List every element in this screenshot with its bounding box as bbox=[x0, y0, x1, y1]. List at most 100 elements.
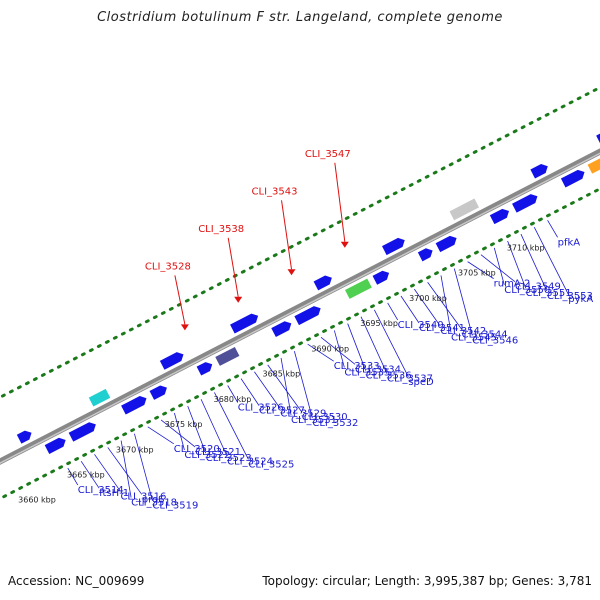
scale-labels: 3660 kbp 3665 kbp 3670 kbp 3675 kbp 3680 kbp… bbox=[18, 243, 544, 504]
gene-arrow bbox=[88, 388, 111, 407]
gene-arrow bbox=[512, 194, 538, 213]
gene-arrow bbox=[449, 198, 480, 221]
label-leader bbox=[480, 254, 516, 283]
gene-arrow-shape bbox=[313, 275, 332, 291]
gene-features bbox=[16, 127, 600, 455]
label-leader bbox=[134, 433, 153, 501]
gene-arrow bbox=[587, 157, 600, 174]
gene-block-shape bbox=[449, 198, 480, 221]
gene-label: CLI_3522 bbox=[184, 450, 230, 461]
gene-arrow bbox=[372, 270, 390, 285]
label-leader bbox=[413, 288, 441, 327]
scale-label: 3675 kbp bbox=[165, 420, 203, 429]
gene-arrow bbox=[159, 352, 184, 370]
gene-label: CLI_3536 bbox=[366, 371, 412, 382]
gene-label: CLI_3549 bbox=[515, 282, 561, 293]
gene-arrow-shape bbox=[530, 164, 548, 179]
backbone-highlight bbox=[0, 152, 600, 464]
highlight-label: CLI_3547 bbox=[305, 149, 351, 160]
scale-label: 3705 kbp bbox=[458, 269, 496, 278]
gene-arrow bbox=[560, 169, 585, 188]
gene-label: CLI_3551 bbox=[526, 288, 572, 299]
accession-text: Accession: NC_009699 bbox=[8, 574, 145, 588]
label-leader bbox=[467, 261, 494, 279]
gene-arrow bbox=[489, 208, 510, 225]
gene-label: CLI_3544 bbox=[462, 329, 508, 340]
gene-arrow-shape bbox=[417, 248, 433, 262]
gene-label: CLI_3529 bbox=[280, 409, 326, 420]
gene-arrow bbox=[196, 362, 213, 376]
gene-arrow-shape bbox=[196, 362, 213, 376]
label-leader bbox=[94, 454, 121, 492]
gene-arrow bbox=[530, 164, 548, 179]
label-leader bbox=[280, 357, 292, 416]
scale-label: 3710 kbp bbox=[507, 243, 545, 252]
gene-arrow-shape bbox=[489, 208, 510, 225]
label-leader bbox=[293, 350, 313, 419]
gene-arrow bbox=[345, 278, 372, 299]
gene-label: CLI_3523 bbox=[206, 453, 252, 464]
label-leader bbox=[120, 440, 132, 498]
gene-label: CLI_3530 bbox=[302, 412, 348, 423]
label-leader bbox=[547, 220, 558, 238]
gene-label: CLI_3532 bbox=[312, 418, 358, 429]
gene-arrow-shape bbox=[159, 352, 184, 370]
gene-label: CLI_3520 bbox=[174, 444, 220, 455]
highlight-leader bbox=[174, 275, 186, 325]
label-leader bbox=[214, 392, 249, 460]
dotted-track-outer bbox=[0, 85, 600, 399]
label-leader bbox=[507, 240, 526, 289]
label-leader bbox=[187, 406, 207, 454]
gene-arrow-shape bbox=[560, 169, 585, 188]
gene-arrow-shape bbox=[435, 235, 457, 253]
label-leader bbox=[107, 447, 143, 495]
dotted-track-inner bbox=[2, 187, 600, 499]
gene-label: CLI_3516 bbox=[120, 491, 166, 502]
gene-label: CLI_3542 bbox=[440, 326, 486, 337]
scale-label: 3700 kbp bbox=[409, 294, 447, 303]
highlight-leader bbox=[281, 200, 293, 270]
label-leader bbox=[400, 295, 420, 324]
scale-label: 3665 kbp bbox=[67, 470, 105, 479]
gene-arrow-shape bbox=[16, 430, 32, 444]
dotted-tracks bbox=[0, 85, 600, 499]
label-leader bbox=[320, 337, 356, 365]
gene-label: CLI_3533 bbox=[334, 361, 380, 372]
gene-arrow bbox=[149, 385, 167, 400]
gene-label: CLI_3550 bbox=[504, 285, 550, 296]
gene-arrow bbox=[271, 321, 292, 338]
gene-arrow bbox=[230, 313, 259, 334]
gene-arrow bbox=[313, 275, 332, 291]
gene-arrow-shape bbox=[230, 313, 259, 334]
gene-block-shape bbox=[587, 157, 600, 174]
gene-label: rumA-2 bbox=[494, 279, 531, 290]
gene-arrow-shape bbox=[44, 437, 66, 455]
highlighted-genes bbox=[174, 162, 349, 331]
gene-arrow-shape bbox=[512, 194, 538, 213]
gene-label: CLI_3534 bbox=[355, 364, 401, 375]
gene-arrow-shape bbox=[596, 127, 600, 145]
topology-text: Topology: circular; Length: 3,995,387 bp… bbox=[262, 574, 592, 588]
scale-label: 3660 kbp bbox=[18, 496, 56, 505]
label-leader bbox=[200, 399, 228, 457]
highlight-leader bbox=[227, 237, 239, 297]
gene-block-shape bbox=[88, 388, 111, 407]
gene-arrow-shape bbox=[271, 321, 292, 338]
highlight-marker bbox=[340, 241, 349, 248]
gene-block-shape bbox=[215, 346, 240, 366]
label-leader bbox=[67, 467, 79, 486]
highlight-leader bbox=[334, 162, 346, 242]
gene-arrow bbox=[215, 346, 240, 366]
gene-arrow-shape bbox=[372, 270, 390, 285]
gene-label: CLI_3518 bbox=[131, 498, 177, 509]
gene-arrow-shape bbox=[68, 422, 96, 442]
genome-backbone bbox=[0, 148, 600, 465]
scale-label: 3690 kbp bbox=[311, 344, 349, 353]
label-leader bbox=[533, 227, 569, 295]
scale-label: 3680 kbp bbox=[214, 395, 252, 404]
gene-label: CLI_3537 bbox=[387, 374, 433, 385]
highlight-label: CLI_3543 bbox=[252, 186, 298, 197]
gene-label: CLI_3553 bbox=[547, 291, 593, 302]
highlight-marker bbox=[287, 269, 296, 276]
gene-arrow bbox=[417, 248, 433, 262]
